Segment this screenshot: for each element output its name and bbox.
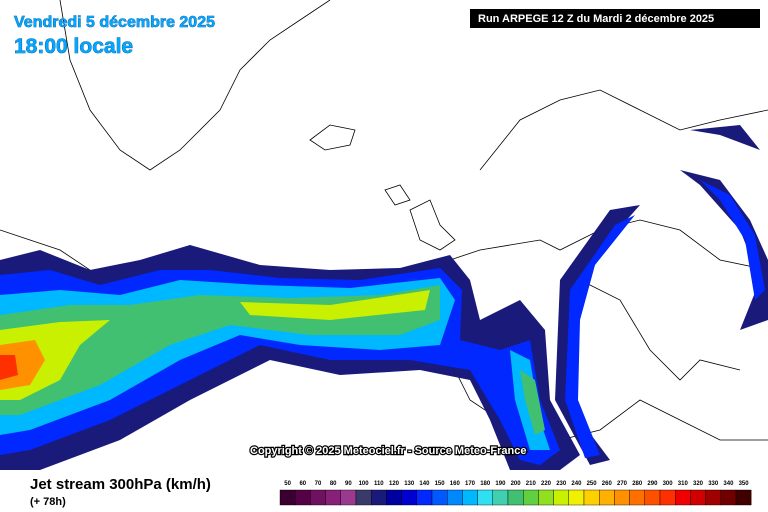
scale-swatch [553, 489, 569, 506]
scale-swatch [447, 489, 463, 506]
scale-label: 120 [389, 481, 400, 487]
scale-swatch [705, 489, 721, 506]
scale-label: 180 [480, 481, 491, 487]
scale-swatch [355, 489, 372, 506]
scale-swatch [477, 489, 494, 506]
scale-label: 140 [419, 481, 430, 487]
scale-label: 260 [602, 481, 613, 487]
scale-swatch [401, 489, 418, 506]
scale-swatch [462, 489, 478, 506]
scale-label: 340 [723, 481, 734, 487]
scale-label: 160 [450, 481, 461, 487]
scale-swatch [431, 489, 448, 506]
scale-label: 240 [571, 481, 582, 487]
scale-swatch [523, 489, 539, 506]
scale-label: 110 [374, 481, 384, 487]
scale-swatch [416, 489, 433, 506]
scale-label: 60 [299, 481, 306, 487]
scale-label: 100 [359, 481, 370, 487]
scale-swatch [492, 489, 509, 506]
legend-title: Jet stream 300hPa (km/h) [30, 476, 211, 493]
scale-label: 210 [526, 481, 537, 487]
scale-swatch [599, 489, 615, 506]
scale-label: 200 [511, 481, 522, 487]
scale-label: 310 [678, 481, 689, 487]
scale-label: 300 [663, 481, 674, 487]
scale-swatch [568, 489, 585, 506]
scale-swatch [583, 489, 600, 506]
run-info: Run ARPEGE 12 Z du Mardi 2 décembre 2025 [478, 13, 714, 25]
scale-swatch [295, 489, 311, 506]
scale-swatch [538, 489, 554, 506]
scale-label: 130 [404, 481, 415, 487]
scale-swatch [310, 489, 326, 506]
scale-label: 350 [739, 481, 750, 487]
color-scale: 50 60 70 80 90 100 110 120 130 140 150 160 170 180 190… [279, 481, 752, 506]
scale-label: 250 [587, 481, 598, 487]
forecast-date: Vendredi 5 décembre 2025 [14, 14, 215, 31]
scale-swatch [720, 489, 737, 506]
jet-stream-field [0, 125, 768, 470]
copyright: Copyright © 2025 Meteociel.fr - Source M… [250, 445, 526, 457]
scale-swatch [690, 489, 706, 506]
scale-label: 150 [435, 481, 446, 487]
scale-swatch [371, 489, 387, 506]
scale-swatch [325, 489, 342, 506]
scale-swatch [644, 489, 661, 506]
scale-swatch [507, 489, 524, 506]
scale-label: 170 [465, 481, 476, 487]
scale-swatch [340, 489, 357, 506]
scale-label: 50 [284, 481, 291, 487]
forecast-time: 18:00 locale [14, 35, 133, 58]
scale-label: 190 [495, 481, 506, 487]
scale-label: 270 [617, 481, 628, 487]
lead-time: (+ 78h) [30, 496, 66, 508]
scale-swatch [675, 489, 691, 506]
scale-label: 330 [708, 481, 719, 487]
scale-label: 230 [556, 481, 567, 487]
scale-swatch [659, 489, 676, 506]
scale-swatch [386, 489, 402, 506]
scale-swatch [735, 489, 752, 506]
scale-label: 290 [647, 481, 658, 487]
scale-label: 280 [632, 481, 643, 487]
scale-swatch [629, 489, 645, 506]
scale-label: 80 [330, 481, 337, 487]
scale-swatch [614, 489, 630, 506]
scale-label: 70 [315, 481, 322, 487]
scale-label: 220 [541, 481, 552, 487]
scale-label: 90 [345, 481, 352, 487]
scale-swatch [279, 489, 296, 506]
run-banner [470, 9, 760, 28]
scale-label: 320 [693, 481, 704, 487]
